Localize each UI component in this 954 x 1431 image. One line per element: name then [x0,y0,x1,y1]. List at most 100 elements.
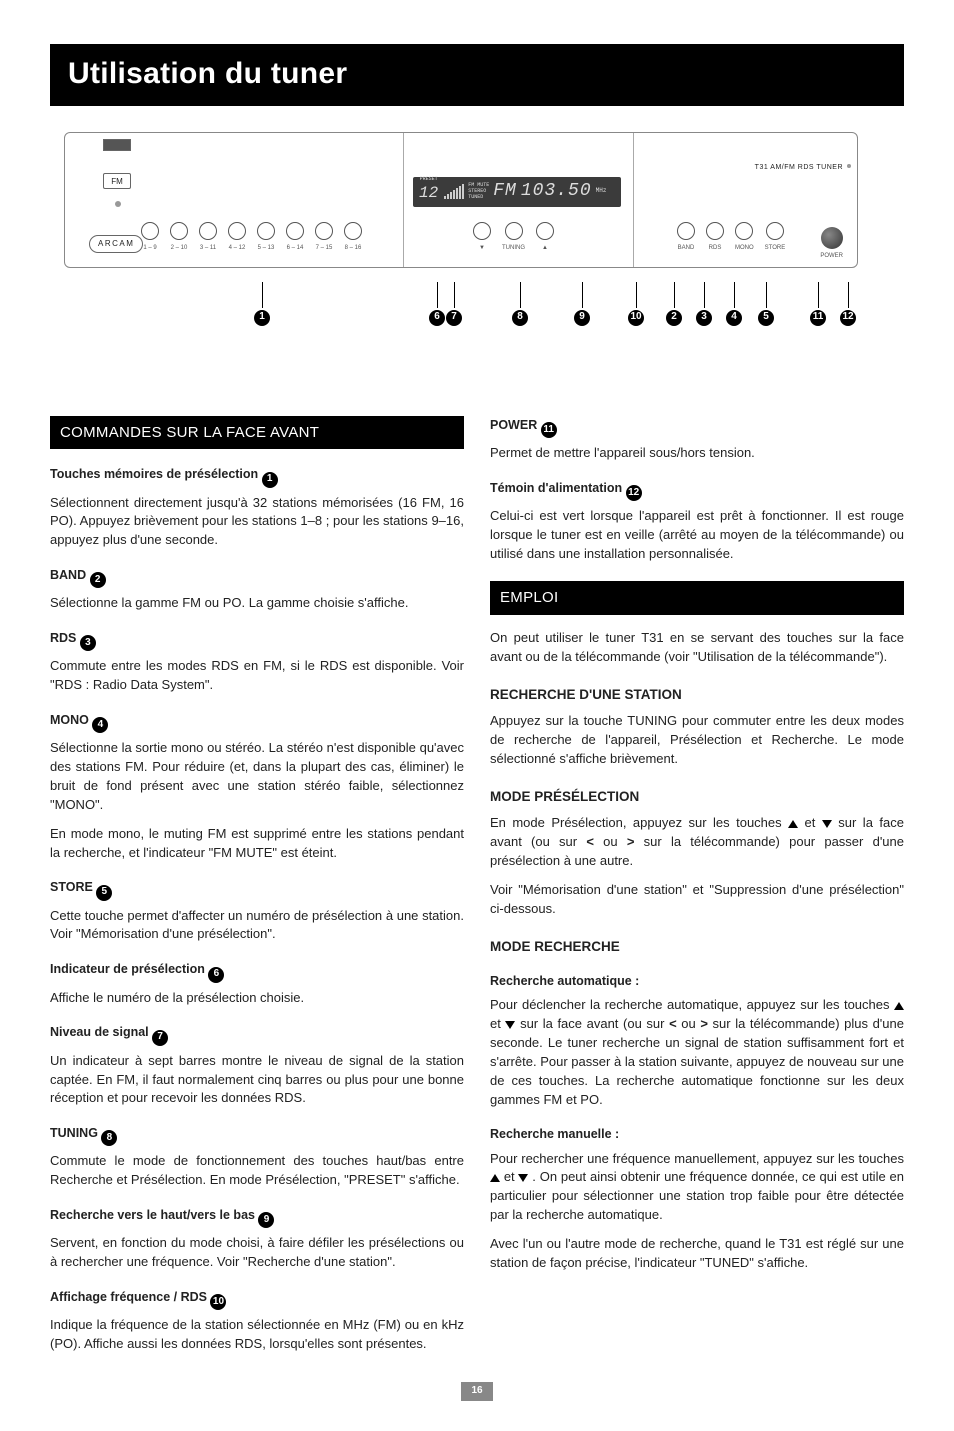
preset-button[interactable]: 7 – 15 [315,222,333,253]
callout-icon: 3 [80,635,96,651]
callout-row: 167891023451112 [64,282,858,334]
tuning-button[interactable]: TUNING [502,222,525,253]
store-button[interactable]: STORE [765,222,786,253]
separator [403,133,404,267]
heading-display: Affichage fréquence / RDS 10 [50,1288,464,1310]
heading-preset: Touches mémoires de présélection 1 [50,465,464,487]
callout-icon: 1 [262,472,278,488]
preset-button[interactable]: 8 – 16 [344,222,362,253]
rds-button[interactable]: RDS [706,222,724,253]
callout-icon: 7 [152,1030,168,1046]
power-button[interactable] [821,227,843,249]
model-label: T31 AM/FM RDS TUNER [755,163,843,173]
body-text: Affiche le numéro de la présélection cho… [50,989,464,1008]
lcd-flags: FM MUTE STEREO TUNED [468,183,489,200]
callout-icon: 2 [90,572,106,588]
tune-down-button[interactable]: ▼ [473,222,491,253]
tuner-front-panel: FM ARCAM 1 – 9 2 – 10 3 – 11 4 – 12 5 – 13 6 … [64,132,858,268]
page-number: 16 [461,1382,492,1401]
callout-marker: 7 [446,282,462,326]
tune-up-button[interactable]: ▲ [536,222,554,253]
heading-updown: Recherche vers le haut/vers le bas 9 [50,1206,464,1228]
triangle-up-icon [894,1002,904,1010]
body-text: Commute le mode de fonctionnement des to… [50,1152,464,1190]
indicator-led [115,201,121,207]
body-text: Commute entre les modes RDS en FM, si le… [50,657,464,695]
callout-marker: 8 [512,282,528,326]
heading-signal: Niveau de signal 7 [50,1023,464,1045]
body-text: Pour rechercher une fréquence manuelleme… [490,1150,904,1225]
lcd-unit: MHz [596,187,607,196]
body-text: Sélectionnent directement jusqu'à 32 sta… [50,494,464,551]
callout-marker: 1 [254,282,270,326]
callout-icon: 8 [101,1130,117,1146]
body-text: En mode mono, le muting FM est supprimé … [50,825,464,863]
callout-marker: 6 [429,282,445,326]
heading-power: POWER 11 [490,416,904,438]
right-column: POWER 11 Permet de mettre l'appareil sou… [490,416,904,1365]
callout-marker: 10 [628,282,644,326]
fm-badge: FM [103,173,131,189]
preset-button[interactable]: 3 – 11 [199,222,217,253]
body-text: Pour déclencher la recherche automatique… [490,996,904,1109]
body-text: Indique la fréquence de la station sélec… [50,1316,464,1354]
body-columns: COMMANDES SUR LA FACE AVANT Touches mémo… [50,416,904,1365]
callout-marker: 4 [726,282,742,326]
callout-icon: 5 [96,885,112,901]
heading-indicator: Indicateur de présélection 6 [50,960,464,982]
model-led [847,164,851,168]
triangle-down-icon [518,1174,528,1182]
callout-icon: 10 [210,1294,226,1310]
body-text: Sélectionne la gamme FM ou PO. La gamme … [50,594,464,613]
body-text: Cette touche permet d'affecter un numéro… [50,907,464,945]
left-column: COMMANDES SUR LA FACE AVANT Touches mémo… [50,416,464,1365]
heading-mono: MONO 4 [50,711,464,733]
callout-marker: 5 [758,282,774,326]
triangle-up-icon [490,1174,500,1182]
callout-icon: 9 [258,1212,274,1228]
mono-button[interactable]: MONO [735,222,754,253]
body-text: Sélectionne la sortie mono ou stéréo. La… [50,739,464,814]
function-button-group: BAND RDS MONO STORE [677,222,785,253]
callout-icon: 4 [92,717,108,733]
heading-rds: RDS 3 [50,629,464,651]
heading-manual: Recherche manuelle : [490,1125,904,1143]
preset-number: 12 [419,182,438,205]
heading-band: BAND 2 [50,566,464,588]
callout-marker: 12 [840,282,856,326]
triangle-down-icon [505,1021,515,1029]
triangle-up-icon [788,820,798,828]
callout-icon: 6 [208,967,224,983]
lcd-band: FM [493,178,517,204]
page-title-bar: Utilisation du tuner [50,44,904,106]
signal-bars-icon [444,184,464,199]
heading-mode-search: MODE RECHERCHE [490,937,904,957]
body-text: Servent, en fonction du mode choisi, à f… [50,1234,464,1272]
body-text: Un indicateur à sept barres montre le ni… [50,1052,464,1109]
callout-marker: 9 [574,282,590,326]
card-slot [103,139,131,151]
preset-button[interactable]: 6 – 14 [286,222,304,253]
power-label: POWER [820,252,843,261]
preset-button[interactable]: 5 – 13 [257,222,275,253]
preset-button[interactable]: 2 – 10 [170,222,188,253]
body-text: Permet de mettre l'appareil sous/hors te… [490,444,904,463]
triangle-down-icon [822,820,832,828]
band-button[interactable]: BAND [677,222,695,253]
heading-search: RECHERCHE D'UNE STATION [490,685,904,705]
heading-store: STORE 5 [50,878,464,900]
brand-label: ARCAM [89,235,143,253]
section-heading: EMPLOI [490,581,904,615]
body-text: Voir "Mémorisation d'une station" et "Su… [490,881,904,919]
body-text: Celui-ci est vert lorsque l'appareil est… [490,507,904,564]
lcd-display: PRESET 12 FM MUTE STEREO TUNED FM 103.50… [413,177,621,207]
separator [633,133,634,267]
heading-mode-preset: MODE PRÉSÉLECTION [490,787,904,807]
page-footer: 16 [50,1380,904,1401]
preset-button[interactable]: 1 – 9 [141,222,159,253]
preset-button[interactable]: 4 – 12 [228,222,246,253]
body-text: Avec l'un ou l'autre mode de recherche, … [490,1235,904,1273]
heading-tuning: TUNING 8 [50,1124,464,1146]
callout-marker: 3 [696,282,712,326]
tuning-button-group: ▼ TUNING ▲ [473,222,554,253]
